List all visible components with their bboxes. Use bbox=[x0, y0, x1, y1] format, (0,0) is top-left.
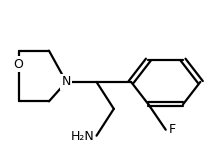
Text: H₂N: H₂N bbox=[71, 130, 94, 143]
Text: N: N bbox=[62, 76, 71, 88]
Text: F: F bbox=[169, 123, 176, 136]
Text: O: O bbox=[14, 58, 24, 71]
